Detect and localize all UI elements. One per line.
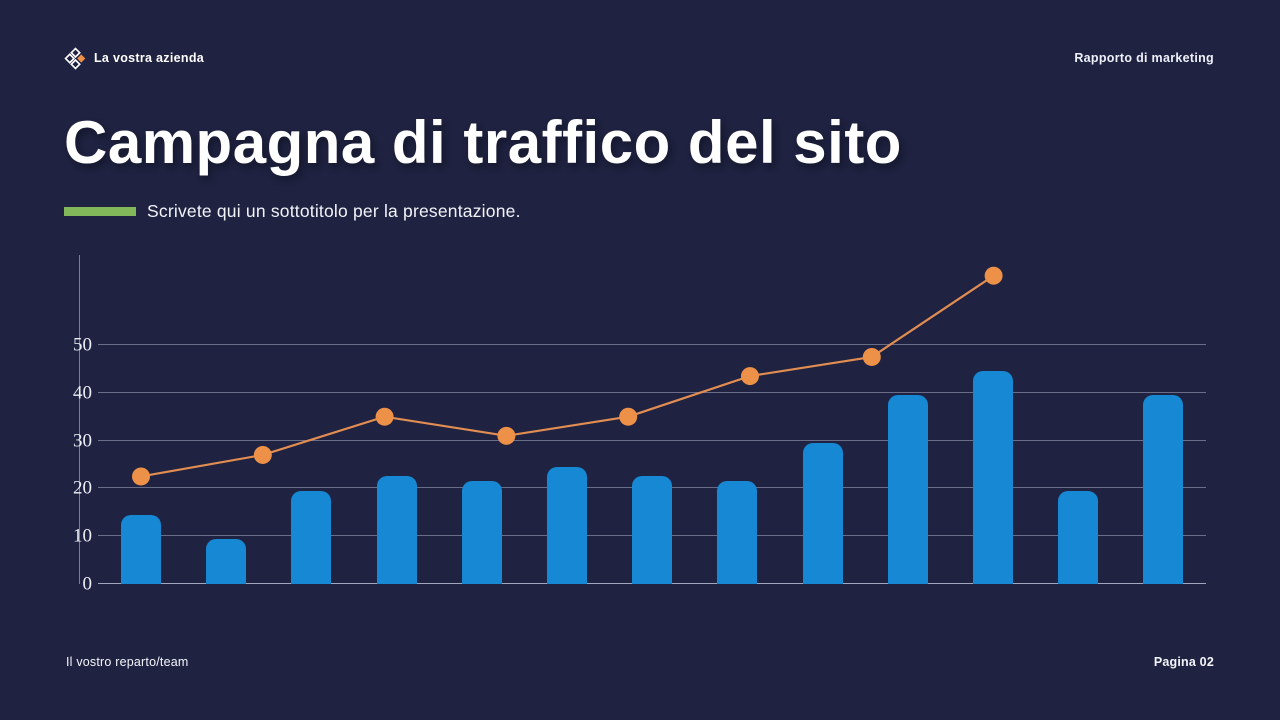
- bar-12: [1058, 490, 1099, 584]
- bar-7: [632, 476, 673, 584]
- subtitle-accent-bar: [64, 207, 136, 216]
- brand: La vostra azienda: [64, 46, 205, 70]
- y-tick-label-0: 0: [82, 573, 93, 595]
- subtitle-row: Scrivete qui un sottotitolo per la prese…: [64, 201, 521, 222]
- line-point-5: [619, 407, 638, 426]
- y-tick-label-40: 40: [73, 382, 92, 404]
- bar-2: [206, 538, 247, 584]
- line-point-6: [741, 367, 759, 386]
- y-axis-line: [79, 255, 80, 584]
- line-point-2: [253, 445, 272, 464]
- line-point-1: [132, 467, 150, 486]
- company-logo-icon: [64, 46, 86, 70]
- bar-3: [291, 490, 332, 584]
- line-point-8: [984, 266, 1003, 285]
- gridline-50: [98, 344, 1206, 345]
- department-label: Il vostro reparto/team: [66, 655, 189, 669]
- bar-8: [717, 481, 758, 584]
- report-label: Rapporto di marketing: [1074, 51, 1214, 65]
- bar-6: [547, 466, 587, 584]
- y-tick-label-50: 50: [73, 334, 92, 356]
- company-name: La vostra azienda: [94, 51, 205, 65]
- bar-5: [461, 481, 502, 584]
- y-tick-label-30: 30: [73, 430, 92, 452]
- page-number: Pagina 02: [1153, 655, 1214, 669]
- y-tick-label-20: 20: [73, 477, 92, 499]
- bar-13: [1143, 395, 1184, 584]
- combo-chart: 0 10 20 30 40 50: [73, 255, 1206, 594]
- bar-9: [802, 443, 843, 584]
- slide-subtitle: Scrivete qui un sottotitolo per la prese…: [147, 201, 521, 221]
- line-point-4: [497, 426, 516, 445]
- bar-1: [121, 514, 161, 584]
- y-tick-label-10: 10: [73, 525, 92, 547]
- line-point-7: [862, 347, 881, 366]
- trend-line-path: [140, 274, 995, 478]
- slide-title: Campagna di traffico del sito: [64, 109, 902, 176]
- bar-11: [973, 371, 1013, 584]
- line-point-3: [375, 407, 394, 426]
- slide-footer: Il vostro reparto/team Pagina 02: [66, 655, 1214, 669]
- bar-4: [376, 476, 417, 584]
- gridline-40: [98, 391, 1206, 393]
- slide-header: La vostra azienda Rapporto di marketing: [64, 44, 1214, 72]
- gridline-30: [98, 439, 1206, 441]
- line-series: [132, 266, 1003, 486]
- bar-10: [887, 395, 928, 584]
